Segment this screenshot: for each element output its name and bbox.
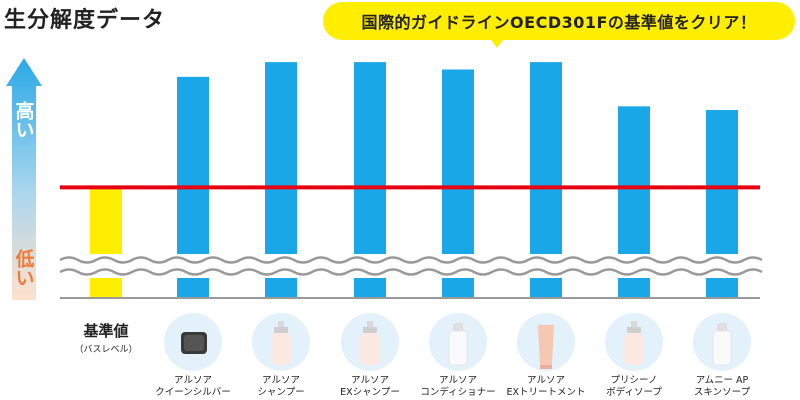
- baseline-sublabel: （バスレベル）: [74, 345, 138, 355]
- high-label: 高い: [12, 101, 35, 139]
- product-name-line2: コンディショナー: [420, 387, 496, 398]
- product-name-6: プリシーノ ボディソープ: [586, 375, 682, 399]
- product-name-line1: アルソア: [262, 375, 300, 386]
- baseline-bar: [90, 187, 122, 298]
- product-name-line1: アルソア: [439, 375, 477, 386]
- tube-icon: [538, 325, 554, 369]
- chart-title: 生分解度データ: [4, 8, 166, 33]
- product-name-line1: アルソア: [527, 375, 565, 386]
- pump-bottle-icon: [271, 321, 291, 365]
- product-name-2: アルソア シャンプー: [233, 375, 329, 399]
- product-name-line2: シャンプー: [257, 387, 305, 398]
- product-name-line2: スキンソープ: [693, 387, 751, 398]
- product-name-3: アルソア EXシャンプー: [322, 375, 418, 399]
- axis-break-wave-top: [59, 256, 763, 264]
- axis-break-wave-bottom: [59, 268, 763, 276]
- scale-arrow-labels: 高い 低い: [6, 58, 42, 300]
- product-name-line1: プリシーノ: [610, 375, 658, 386]
- product-name-7: アムニー AP スキンソープ: [674, 375, 770, 399]
- baseline-slot: [77, 313, 135, 371]
- product-name-5: アルソア EXトリートメント: [498, 375, 594, 399]
- product-name-1: アルソア クイーンシルバー: [145, 375, 241, 399]
- pump-bottle-icon: [360, 321, 380, 365]
- pump-bottle-icon: [624, 321, 644, 365]
- soap-bar-icon: [181, 332, 207, 354]
- product-name-line1: アムニー AP: [695, 375, 749, 386]
- product-name-line2: EXトリートメント: [506, 387, 586, 398]
- scale-arrow: [6, 58, 42, 300]
- product-name-4: アルソア コンディショナー: [410, 375, 506, 399]
- product-image-4: [429, 313, 487, 371]
- product-name-line1: アルソア: [174, 375, 212, 386]
- low-label: 低い: [12, 249, 35, 287]
- product-name-line1: アルソア: [351, 375, 389, 386]
- product-image-6: [605, 313, 663, 371]
- baseline-label: 基準値: [83, 322, 129, 340]
- product-image-7: [693, 313, 751, 371]
- bottle-icon: [448, 323, 468, 366]
- product-name-line2: EXシャンプー: [340, 387, 400, 398]
- product-image-2: [252, 313, 310, 371]
- product-image-3: [341, 313, 399, 371]
- product-name-line2: クイーンシルバー: [155, 387, 231, 398]
- product-name-line2: ボディソープ: [606, 387, 662, 398]
- product-image-5: [517, 313, 575, 371]
- bottle-icon: [712, 323, 732, 366]
- product-image-1: [164, 313, 222, 371]
- callout-bubble: 国際的ガイドラインOECD301Fの基準値をクリア！: [323, 2, 795, 40]
- callout-tail: [488, 36, 506, 48]
